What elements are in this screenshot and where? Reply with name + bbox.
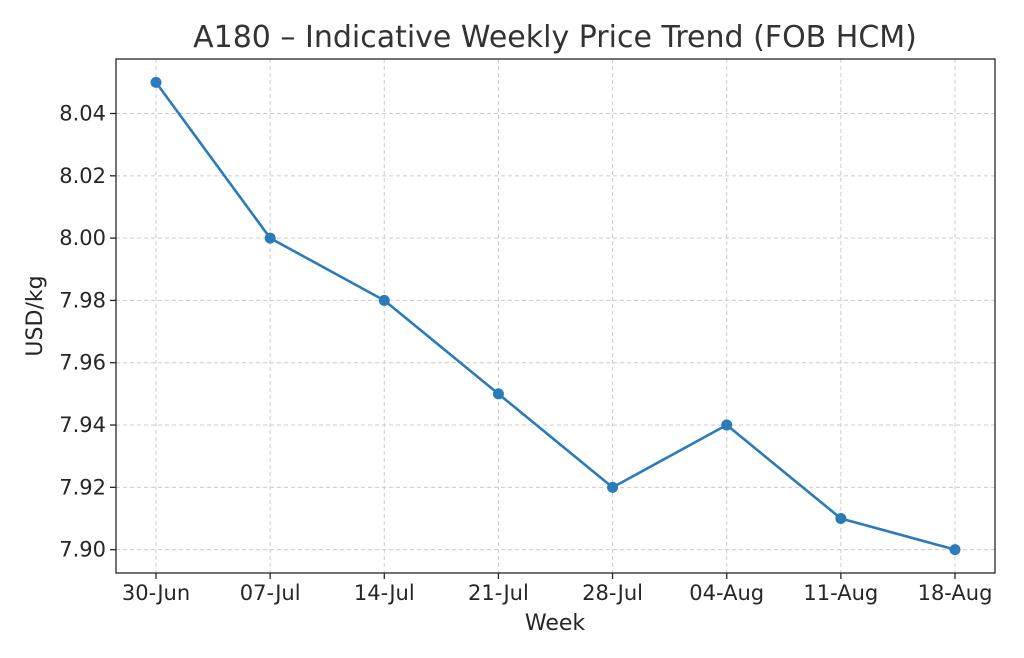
data-point [835, 512, 847, 524]
data-point [949, 544, 961, 556]
data-point [492, 388, 504, 400]
chart-title: A180 – Indicative Weekly Price Trend (FO… [193, 20, 917, 55]
y-tick-label: 7.92 [59, 475, 106, 499]
x-axis-label: Week [525, 611, 586, 636]
y-tick-label: 7.96 [59, 351, 106, 375]
data-point [721, 419, 733, 431]
x-tick-label: 07-Jul [240, 581, 301, 605]
data-point [607, 481, 619, 493]
data-point [264, 232, 276, 244]
y-tick-label: 8.00 [59, 226, 106, 250]
plot-frame [115, 58, 996, 574]
x-tick-label: 21-Jul [468, 581, 529, 605]
x-tick-label: 11-Aug [803, 581, 878, 605]
x-tick-label: 14-Jul [354, 581, 415, 605]
series-line [154, 81, 957, 551]
y-tick-label: 7.98 [59, 288, 106, 312]
y-tick-label: 7.90 [59, 538, 106, 562]
x-tick-label: 28-Jul [582, 581, 643, 605]
series [150, 76, 961, 556]
axes [115, 58, 996, 574]
grid [116, 59, 995, 573]
x-tick-label: 30-Jun [122, 581, 190, 605]
x-axis-ticks: 30-Jun 07-Jul 14-Jul 21-Jul 28-Jul 04-Aug 11-A… [122, 573, 993, 605]
data-point [378, 294, 390, 306]
data-point [150, 76, 162, 88]
x-tick-label: 18-Aug [918, 581, 993, 605]
y-axis-ticks: 7.90 7.92 7.94 7.96 7.98 8.00 8.02 8.04 [59, 102, 116, 562]
y-tick-label: 7.94 [59, 413, 106, 437]
y-axis-label: USD/kg [23, 275, 48, 356]
y-tick-label: 8.02 [59, 164, 106, 188]
x-tick-label: 04-Aug [689, 581, 764, 605]
y-tick-label: 8.04 [59, 102, 106, 126]
